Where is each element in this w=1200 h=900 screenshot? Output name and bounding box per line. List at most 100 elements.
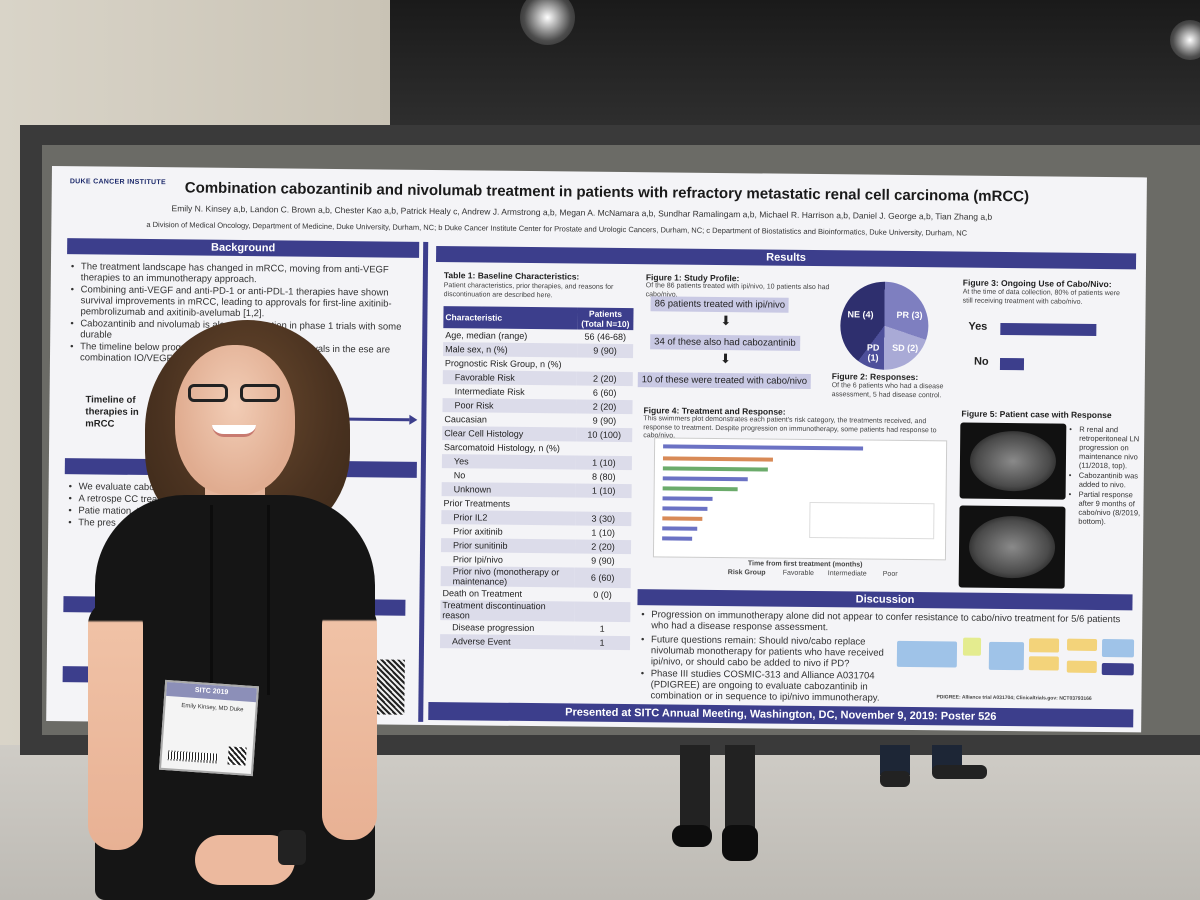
pie-label-sd: SD (2)	[892, 342, 919, 354]
swim-bar	[662, 496, 713, 501]
table-cell-value: 8 (80)	[591, 471, 616, 482]
table-cell-value: 2 (20)	[576, 371, 633, 387]
col-characteristic: Characteristic	[443, 306, 578, 330]
discussion-bullets-cont: Future questions remain: Should nivo/cab…	[638, 634, 894, 705]
watch-icon	[278, 830, 306, 865]
table-cell-value	[577, 358, 633, 373]
table-cell-label: Prior Ipi/nivo	[452, 554, 503, 565]
ceiling-light	[520, 0, 575, 45]
qr-code-icon	[227, 746, 247, 766]
table-cell-label: Prior sunitinib	[440, 538, 576, 554]
bar-yes	[1000, 322, 1097, 336]
discussion-bullets: Progression on immunotherapy alone did n…	[639, 609, 1134, 637]
poster-title: Combination cabozantinib and nivolumab t…	[184, 179, 1030, 206]
swim-bar	[662, 516, 703, 521]
table-cell-label: Unknown	[441, 482, 576, 498]
legend-favorable: Favorable	[782, 569, 814, 578]
table-cell-label: Disease progression	[452, 622, 535, 634]
left-arm	[88, 600, 143, 850]
background-bullet: The treatment landscape has changed in m…	[69, 261, 414, 287]
legend-poor: Poor	[882, 570, 898, 578]
table-cell-label: Age, median (range)	[445, 330, 528, 341]
table-cell-label: Intermediate Risk	[454, 386, 525, 397]
glasses-icon	[188, 384, 228, 402]
pie-label-pr: PR (3)	[896, 309, 923, 321]
barcode-icon	[167, 750, 219, 764]
table-cell-label: Prior axitinib	[453, 526, 503, 537]
name-badge: SITC 2019 Emily Kinsey, MD Duke	[158, 679, 260, 777]
table-cell-value: 1	[599, 623, 605, 634]
face	[175, 345, 295, 495]
flow-box-cabo-nivo: 10 of these were treated with cabo/nivo	[637, 372, 812, 389]
figure5-title: Figure 5: Patient case with Response	[961, 408, 1112, 421]
table-cell-label: Prognostic Risk Group, n (%)	[444, 358, 562, 370]
badge-header: SITC 2019	[166, 681, 257, 703]
figure5-bullet: R renal and retroperitoneal LN progressi…	[1067, 425, 1142, 471]
background-bullet: Combining anti-VEGF and anti-PD-1 or ant…	[68, 284, 413, 321]
swim-bar	[662, 506, 708, 511]
table-row: Prior nivo (monotherapy or maintenance) 6…	[440, 566, 631, 589]
pdigree-trial-diagram	[896, 637, 1138, 695]
legend-intermediate: Intermediate	[827, 570, 867, 578]
swim-bar	[662, 476, 748, 482]
swim-bar	[662, 526, 698, 531]
poster-footer: Presented at SITC Annual Meeting, Washin…	[428, 701, 1134, 728]
bar-label-no: No	[973, 355, 989, 368]
swim-bar	[662, 456, 773, 462]
swim-bar	[663, 444, 864, 451]
table-cell-value	[574, 601, 631, 623]
poster-authors: Emily N. Kinsey a,b, Landon C. Brown a,b…	[171, 203, 993, 222]
table-cell-label: Death on Treatment	[442, 588, 523, 599]
swim-bar	[662, 466, 768, 472]
figure5-bullets: R renal and retroperitoneal LN progressi…	[1066, 425, 1142, 528]
figure3-text: At the time of data collection, 80% of p…	[962, 288, 1120, 306]
swim-bar	[662, 536, 693, 541]
table-cell-value: 1 (10)	[575, 483, 632, 499]
background-heading: Background	[67, 238, 420, 258]
pie-label-ne: NE (4)	[847, 309, 874, 320]
bar-label-yes: Yes	[968, 320, 988, 333]
figure4-legend-title: Risk Group	[727, 569, 766, 577]
arrow-down-icon: ⬇	[720, 313, 732, 329]
col-patients: Patients (Total N=10)	[577, 307, 634, 331]
duke-logo: DUKE CANCER INSTITUTE	[69, 178, 167, 187]
table-cell-label: Poor Risk	[442, 398, 577, 414]
swimmers-plot	[652, 437, 948, 561]
discussion-heading: Discussion	[637, 589, 1133, 611]
table-cell-value	[576, 442, 632, 457]
ct-scan-top	[959, 422, 1067, 500]
table-row: Treatment discontinuation reason	[440, 600, 631, 623]
discussion-bullet: Progression on immunotherapy alone did n…	[639, 609, 1134, 636]
flow-box-cabozantinib: 34 of these also had cabozantinib	[650, 334, 800, 351]
smile	[212, 425, 256, 437]
table-cell-label: Prior nivo (monotherapy or maintenance)	[440, 566, 575, 588]
table-cell-label: Adverse Event	[439, 634, 575, 650]
swim-legend	[809, 501, 935, 540]
figure2-title: Figure 2: Responses:	[831, 371, 919, 383]
table-cell-value: 6 (60)	[574, 567, 631, 589]
poster-affiliations: a Division of Medical Oncology, Departme…	[146, 219, 968, 238]
table-cell-label: Sarcomatoid Histology, n (%)	[444, 442, 560, 454]
table-cell-value: 3 (30)	[575, 511, 632, 527]
column-divider	[418, 241, 429, 722]
swim-bar	[662, 486, 738, 492]
table-cell-value: 0 (0)	[593, 589, 612, 600]
table-cell-value: 9 (90)	[577, 343, 634, 359]
figure5-bullet: Cabozantinib was added to nivo.	[1067, 471, 1142, 490]
table1-title: Table 1: Baseline Characteristics:	[443, 270, 580, 282]
response-pie-chart	[839, 281, 929, 371]
ct-scan-bottom	[958, 505, 1066, 589]
table-cell-value: 6 (60)	[592, 387, 617, 398]
table-cell-value: 1 (10)	[575, 455, 632, 471]
table-cell-label: Male sex, n (%)	[443, 342, 578, 358]
person-legs-background	[672, 745, 760, 865]
table-cell-label: Favorable Risk	[442, 370, 577, 386]
table-cell-value: 10 (100)	[576, 427, 633, 443]
badge-name: Emily Kinsey, MD Duke	[181, 703, 244, 714]
table-cell-value: 9 (90)	[592, 415, 617, 426]
results-heading: Results	[436, 246, 1137, 270]
table-cell-label: Caucasian	[444, 414, 487, 425]
table-cell-label: Treatment discontinuation reason	[440, 600, 575, 622]
table-cell-value: 9 (90)	[591, 555, 615, 566]
baseline-characteristics-table: Characteristic Patients (Total N=10) Age…	[439, 306, 634, 651]
